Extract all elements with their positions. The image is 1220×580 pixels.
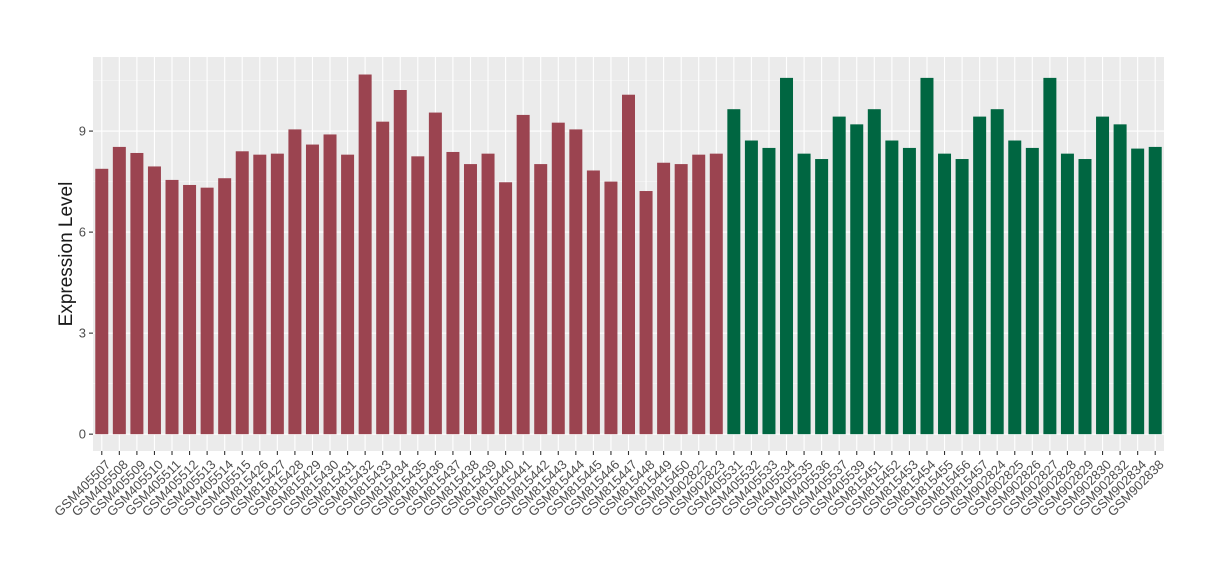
bar	[797, 153, 811, 435]
bar	[850, 124, 864, 435]
bar	[762, 147, 776, 435]
bar	[780, 77, 794, 435]
bar	[1025, 147, 1039, 435]
bar	[973, 116, 987, 435]
bar	[463, 164, 477, 435]
bars	[95, 74, 1162, 435]
bar	[938, 153, 952, 435]
bar	[639, 191, 653, 435]
bar	[692, 154, 706, 435]
bar	[1008, 140, 1022, 435]
bar	[235, 151, 249, 435]
bar	[446, 151, 460, 435]
bar	[586, 170, 600, 435]
y-tick-label: 9	[79, 124, 86, 139]
bar	[376, 121, 390, 435]
bar	[1078, 159, 1092, 435]
bar	[1113, 124, 1127, 435]
bar	[305, 144, 319, 435]
bar	[920, 77, 934, 435]
bar	[288, 129, 302, 435]
bar	[147, 166, 161, 435]
bar	[481, 153, 495, 435]
bar	[112, 146, 126, 435]
bar	[516, 114, 530, 435]
bar	[1060, 153, 1074, 435]
bar	[183, 184, 197, 435]
bar	[622, 94, 635, 435]
bar	[744, 140, 758, 435]
bar	[867, 109, 881, 435]
bar	[499, 182, 513, 435]
x-axis: GSM405507GSM405508GSM405509GSM405510GSM4…	[51, 451, 1167, 519]
bar	[727, 109, 741, 435]
y-axis: 0 3 6 9	[79, 124, 93, 442]
bar	[253, 154, 267, 435]
y-tick-label: 3	[79, 326, 86, 341]
bar	[358, 74, 372, 435]
bar	[902, 147, 916, 435]
bar	[95, 168, 109, 435]
bar	[955, 159, 969, 435]
bar	[341, 154, 355, 435]
bar	[657, 162, 671, 435]
y-axis-title: Expression Level	[56, 182, 77, 327]
y-tick-label: 0	[79, 427, 86, 442]
bar	[674, 164, 688, 435]
bar	[393, 90, 407, 435]
bar	[709, 153, 723, 435]
bar	[885, 140, 899, 435]
bar	[411, 156, 425, 435]
bar	[1043, 77, 1057, 435]
bar	[569, 129, 583, 435]
bar	[165, 179, 179, 435]
bar	[1096, 116, 1110, 435]
bar	[604, 181, 618, 435]
bar	[323, 134, 337, 435]
bar	[130, 152, 144, 435]
bar	[428, 112, 442, 435]
bar	[815, 159, 829, 435]
bar	[270, 153, 284, 435]
bar	[551, 122, 565, 435]
bar	[1131, 148, 1145, 435]
bar	[534, 164, 548, 435]
bar	[218, 178, 232, 435]
y-tick-label: 6	[79, 225, 86, 240]
bar	[990, 109, 1004, 435]
bar	[832, 116, 846, 435]
bar	[1148, 146, 1162, 435]
bar	[200, 187, 214, 435]
